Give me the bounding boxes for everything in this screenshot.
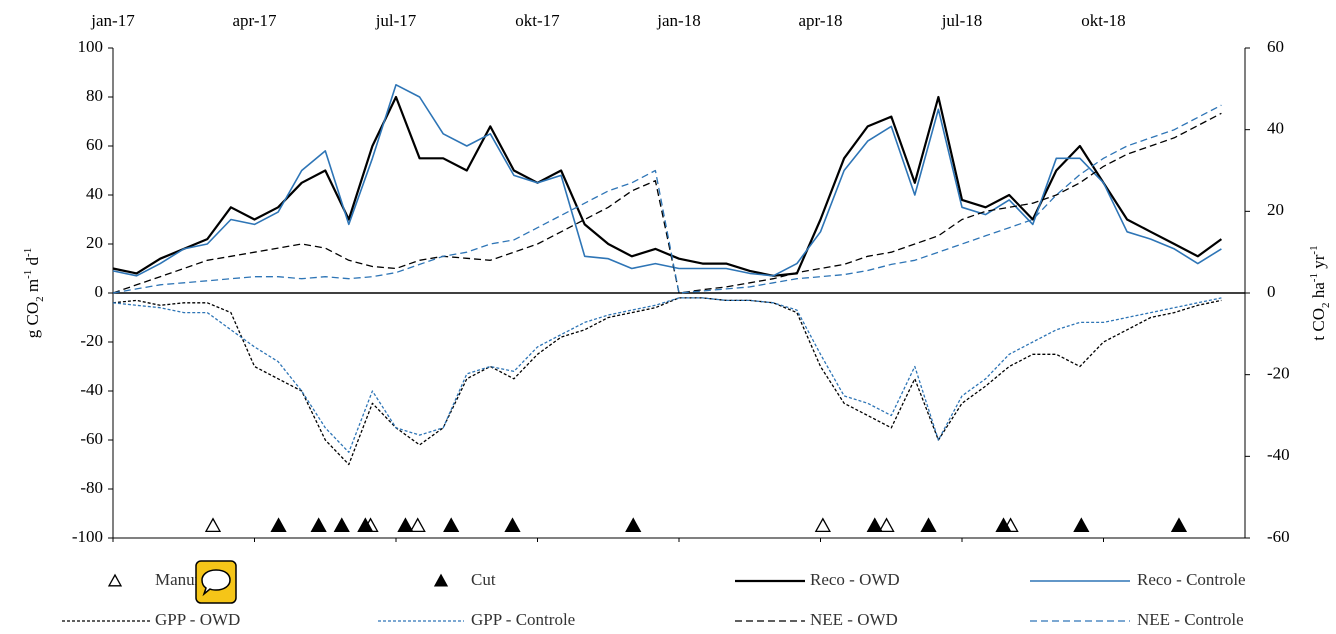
y-tick-label: -100 — [72, 527, 103, 546]
event-marker — [204, 517, 222, 532]
legend-label: Reco - Controle — [1137, 570, 1246, 589]
x-tick-label: jan-18 — [656, 11, 700, 30]
y-tick-label: 0 — [95, 282, 104, 301]
y-tick-label: 20 — [86, 233, 103, 252]
speech-bubble[interactable] — [201, 569, 231, 597]
y-tick-label: -80 — [80, 478, 103, 497]
y-axis-title-part: -1 — [22, 270, 34, 279]
event-marker — [995, 517, 1012, 532]
event-marker — [333, 517, 350, 532]
y-axis-title-part: 2 — [34, 296, 46, 302]
legend-label: Reco - OWD — [810, 570, 900, 589]
y-tick-label: -60 — [80, 429, 103, 448]
y-axis-title-part: -1 — [22, 248, 34, 257]
event-marker — [878, 517, 895, 532]
y2-tick-label: -20 — [1267, 364, 1290, 383]
y2-axis-title-part: -1 — [1308, 273, 1320, 282]
legend-label: GPP - OWD — [155, 610, 240, 629]
x-tick-label: jul-18 — [941, 11, 983, 30]
y2-tick-label: 40 — [1267, 119, 1284, 138]
y2-axis-title-part: -1 — [1308, 245, 1320, 254]
y-tick-label: 80 — [86, 86, 103, 105]
event-marker — [625, 517, 642, 532]
x-tick-label: apr-17 — [232, 11, 277, 30]
y-axis-title-part: g CO — [23, 302, 42, 338]
y2-tick-label: 60 — [1267, 37, 1284, 56]
event-marker — [1073, 517, 1090, 532]
y-tick-label: 60 — [86, 135, 103, 154]
series-line — [112, 104, 1222, 294]
y-tick-label: 40 — [86, 184, 103, 203]
y2-axis-title-part: t CO — [1309, 308, 1328, 341]
event-marker — [1170, 517, 1188, 532]
y2-tick-label: -60 — [1267, 527, 1290, 546]
legend: Manure Cut Reco - OWD Reco - Controle GPP - … — [62, 570, 1246, 629]
legend-marker — [433, 573, 449, 587]
x-tick-label: jul-17 — [375, 11, 417, 30]
event-marker — [409, 517, 426, 532]
feedback-icon[interactable] — [195, 560, 237, 604]
legend-label: NEE - OWD — [810, 610, 898, 629]
y2-tick-label: 0 — [1267, 282, 1276, 301]
event-marker — [504, 517, 521, 532]
y2-axis-title-part: yr — [1309, 254, 1328, 273]
legend-label: Cut — [471, 570, 496, 589]
y-tick-label: -40 — [80, 380, 103, 399]
series-line — [112, 112, 1222, 294]
event-marker — [310, 517, 327, 532]
series-line — [112, 297, 1222, 453]
y-tick-label: -20 — [80, 331, 103, 350]
x-tick-label: jan-17 — [90, 11, 135, 30]
event-marker — [866, 517, 883, 532]
y-tick-label: 100 — [78, 37, 104, 56]
legend-marker — [107, 573, 123, 587]
x-tick-label: okt-18 — [1081, 11, 1125, 30]
y2-axis-title: t CO2 ha-1 yr-1 — [1308, 245, 1332, 340]
event-marker — [920, 517, 937, 532]
legend-label: GPP - Controle — [471, 610, 575, 629]
series-line — [112, 84, 1222, 277]
y-axis-title-part: m — [23, 279, 42, 296]
event-marker — [397, 517, 414, 532]
x-tick-label: apr-18 — [798, 11, 842, 30]
series-line — [112, 95, 1223, 277]
series-line — [112, 297, 1222, 466]
event-marker — [814, 517, 831, 532]
legend-label: NEE - Controle — [1137, 610, 1244, 629]
event-marker — [270, 517, 287, 532]
y2-axis-title-part: ha — [1309, 282, 1328, 303]
y2-axis-title-part: 2 — [1320, 302, 1332, 308]
y-axis-title-part: d — [23, 256, 42, 269]
y-axis-title: g CO2 m-1 d-1 — [22, 248, 46, 338]
y2-tick-label: -40 — [1267, 445, 1290, 464]
legend-label: Manure — [155, 570, 208, 589]
event-marker — [443, 517, 460, 532]
event-marker — [357, 517, 374, 532]
x-tick-label: okt-17 — [515, 11, 560, 30]
y2-tick-label: 20 — [1267, 200, 1284, 219]
